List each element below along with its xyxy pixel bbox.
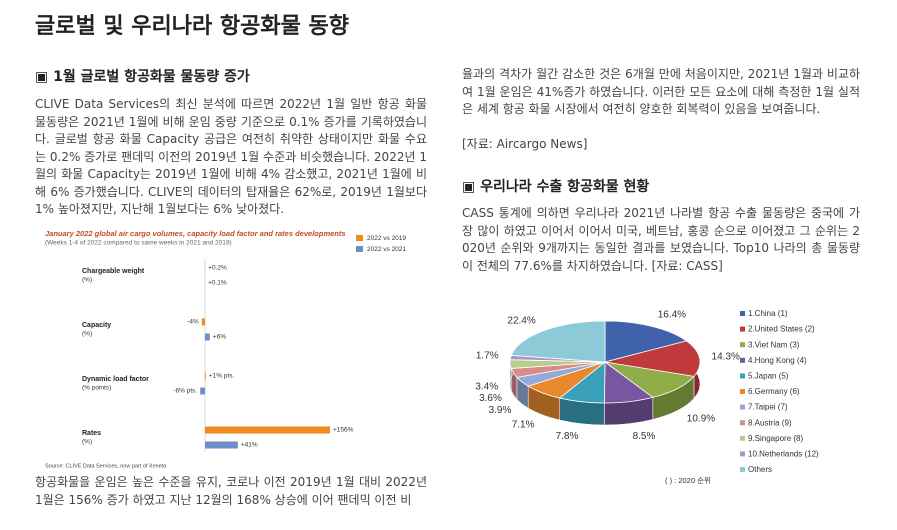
value-label: +156% (333, 427, 354, 434)
slice-label: 7.1% (512, 419, 535, 430)
category-label: Rates (82, 430, 101, 437)
slice (604, 361, 695, 398)
value-label: +1% pts. (209, 373, 235, 380)
value-label: -4% (187, 319, 199, 326)
legend-label: 8.Austria (9) (748, 418, 792, 427)
paragraph: CASS 통계에 의하면 우리나라 2021년 나라별 항공 수출 물동량은 중… (462, 206, 860, 273)
page-title: 글로벌 및 우리나라 항공화물 동향 (35, 14, 349, 39)
legend-label: Others (748, 465, 772, 474)
section-heading: ▣ 1월 글로벌 항공화물 물동량 증가 (35, 69, 250, 85)
legend-swatch (740, 435, 745, 441)
legend-swatch (740, 311, 745, 316)
value-label: +41% (241, 442, 258, 449)
bar (205, 333, 210, 341)
slice-label: 3.4% (475, 381, 498, 392)
legend-swatch (740, 467, 745, 472)
category-unit: (%) (82, 439, 92, 446)
slice-label: 3.6% (479, 393, 502, 404)
paragraph: CLIVE Data Services의 최신 분석에 따르면 2022년 1월… (35, 97, 427, 216)
legend-label: 2.United States (2) (748, 325, 815, 334)
legend-swatch (740, 373, 745, 379)
legend-label: 10.Netherlands (12) (748, 450, 819, 459)
category-label: Chargeable weight (82, 268, 145, 275)
category-unit: (%) (82, 277, 92, 284)
slice-label: 14.3% (712, 352, 740, 363)
slice-label: 3.9% (489, 405, 512, 416)
section-heading: ▣ 우리나라 수출 항공화물 현황 (462, 179, 650, 195)
source: [자료: Aircargo News] (462, 137, 588, 151)
bar (201, 318, 205, 326)
legend-label: 5.Japan (5) (748, 372, 789, 381)
slice-label: 10.9% (687, 413, 715, 424)
paragraph: 항공화물을 운임은 높은 수준을 유지, 코로나 이전 2019년 1월 대비 … (35, 475, 427, 507)
slice-label: 7.8% (556, 431, 579, 442)
legend-label: 3.Viet Nam (3) (748, 340, 800, 349)
chart-subtitle: (Weeks 1-4 of 2022 compared to same week… (45, 240, 232, 247)
slice (604, 340, 701, 377)
slice (604, 320, 688, 363)
category-label: Capacity (82, 322, 111, 329)
bar (205, 426, 330, 434)
legend-label: 2022 vs 2019 (367, 235, 406, 242)
legend-swatch (740, 451, 745, 457)
legend-swatch (356, 246, 363, 252)
chart-note: ( ) : 2020 순위 (665, 476, 711, 485)
legend-label: 9.Singapore (8) (748, 434, 803, 443)
legend-swatch (356, 235, 363, 241)
legend-swatch (740, 389, 745, 394)
legend-swatch (740, 357, 745, 363)
bar (205, 372, 206, 380)
legend-label: 7.Taipei (7) (748, 403, 788, 412)
category-label: Dynamic load factor (82, 376, 149, 383)
value-label: +0.2% (208, 265, 227, 272)
paragraph: 율과의 격차가 월간 감소한 것은 6개월 만에 처음이지만, 2021년 1월… (462, 67, 860, 116)
slice-label: 8.5% (633, 431, 656, 442)
slice-label: 1.7% (476, 351, 499, 362)
legend-swatch (740, 326, 745, 332)
legend-swatch (740, 342, 745, 348)
chart-title: January 2022 global air cargo volumes, c… (45, 229, 346, 238)
value-label: +0.1% (208, 280, 227, 287)
bar (200, 387, 205, 395)
category-unit: (%) (82, 331, 92, 338)
slice (510, 320, 606, 363)
slice-label: 16.4% (658, 310, 686, 321)
legend-label: 6.Germany (6) (748, 387, 800, 396)
value-label: -6% pts. (173, 388, 197, 395)
legend-label: 1.China (1) (748, 309, 788, 318)
legend-swatch (740, 420, 745, 426)
legend-label: 4.Hong Kong (4) (748, 356, 807, 365)
bar (205, 441, 238, 449)
slice-label: 22.4% (507, 315, 535, 326)
category-unit: (% points) (82, 385, 111, 392)
chart-source: Source: CLIVE Data Services, now part of… (45, 463, 167, 469)
value-label: +6% (213, 334, 226, 341)
legend-label: 2022 vs 2021 (367, 246, 406, 253)
legend-swatch (740, 404, 745, 410)
